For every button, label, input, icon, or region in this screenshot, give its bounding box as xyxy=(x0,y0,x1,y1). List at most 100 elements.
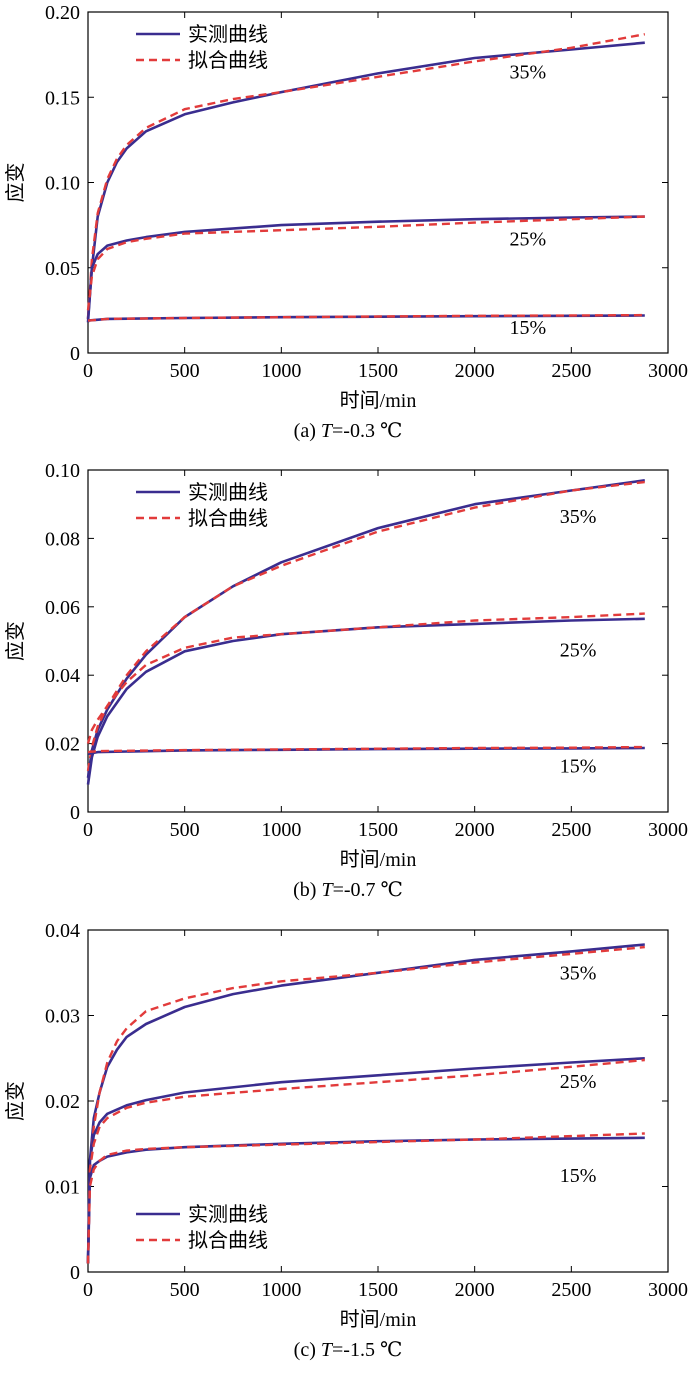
panel-a: 0 500 1000 1500 2000 2500 3000 0 0.05 0.10 0.15 0.2… xyxy=(4,2,688,442)
x-tick-label: 2500 xyxy=(551,819,591,841)
legend-measured-label: 实测曲线 xyxy=(188,1203,268,1226)
panel-caption: (b) T=-0.7 ℃ xyxy=(293,879,403,901)
series-label: 35% xyxy=(509,61,546,83)
y-tick-label: 0.01 xyxy=(45,1177,80,1199)
x-tick-label: 0 xyxy=(83,360,93,382)
caption-value: =-0.7 ℃ xyxy=(333,879,403,901)
series-25%: 25% xyxy=(86,1057,645,1264)
series-35%: 35% xyxy=(86,479,645,778)
x-axis-label: 时间/min xyxy=(340,389,417,412)
caption-variable: T xyxy=(321,1339,334,1361)
fitted-curve xyxy=(86,945,645,1264)
fitted-curve xyxy=(86,33,646,319)
x-tick-label: 2000 xyxy=(455,819,495,841)
series-label: 15% xyxy=(560,756,597,778)
y-axis-label: 应变 xyxy=(4,163,27,203)
x-axis-label: 时间/min xyxy=(340,1308,417,1331)
legend-measured-label: 实测曲线 xyxy=(188,23,268,46)
x-tick-label: 1000 xyxy=(261,360,301,382)
series-label: 15% xyxy=(509,317,546,339)
series-25%: 25% xyxy=(86,612,645,785)
x-tick-label: 0 xyxy=(83,1279,93,1301)
y-tick-label: 0 xyxy=(70,802,80,824)
series-15%: 15% xyxy=(87,313,645,339)
measured-curve xyxy=(86,41,645,319)
x-tick-label: 1000 xyxy=(261,819,301,841)
series-35%: 35% xyxy=(86,33,646,319)
y-tick-label: 0.10 xyxy=(45,460,80,482)
fitted-curve xyxy=(87,745,645,754)
series-15%: 15% xyxy=(86,1132,645,1264)
x-tick-label: 1500 xyxy=(358,1279,398,1301)
y-tick-label: 0.10 xyxy=(45,173,80,195)
y-tick-label: 0.02 xyxy=(45,1091,80,1113)
fitted-curve xyxy=(86,1132,645,1264)
caption-value: =-0.3 ℃ xyxy=(332,420,402,442)
series-15%: 15% xyxy=(87,745,645,778)
x-tick-label: 3000 xyxy=(648,1279,688,1301)
panel-c: 0 500 1000 1500 2000 2500 3000 0 0.01 0.02 0.03 0.0… xyxy=(4,920,688,1361)
y-tick-label: 0.05 xyxy=(45,258,80,280)
y-axis-label: 应变 xyxy=(4,621,27,661)
y-axis-label: 应变 xyxy=(4,1081,27,1121)
measured-curve xyxy=(86,215,645,323)
series-25%: 25% xyxy=(86,215,645,323)
fitted-curve xyxy=(87,313,645,322)
y-tick-label: 0 xyxy=(70,1262,80,1284)
caption-prefix: (a) xyxy=(294,420,321,442)
x-tick-label: 2000 xyxy=(455,1279,495,1301)
panel-caption: (c) T=-1.5 ℃ xyxy=(294,1339,403,1361)
fitted-curve xyxy=(86,612,645,744)
x-tick-label: 3000 xyxy=(648,360,688,382)
x-tick-label: 1000 xyxy=(261,1279,301,1301)
y-tick-label: 0.04 xyxy=(45,665,80,687)
y-tick-label: 0.15 xyxy=(45,87,80,109)
x-tick-label: 2000 xyxy=(455,360,495,382)
x-tick-label: 500 xyxy=(170,360,200,382)
legend-fitted-label: 拟合曲线 xyxy=(188,1229,268,1252)
y-tick-label: 0.02 xyxy=(45,734,80,756)
legend-fitted-label: 拟合曲线 xyxy=(188,507,268,530)
legend-measured-label: 实测曲线 xyxy=(188,481,268,504)
series-35%: 35% xyxy=(86,943,645,1264)
series-label: 25% xyxy=(509,229,546,251)
caption-prefix: (b) xyxy=(293,879,321,901)
x-tick-label: 0 xyxy=(83,819,93,841)
x-tick-label: 2500 xyxy=(551,1279,591,1301)
caption-value: =-1.5 ℃ xyxy=(332,1339,402,1361)
measured-curve xyxy=(86,617,645,785)
series-label: 35% xyxy=(560,506,597,528)
x-tick-label: 500 xyxy=(170,1279,200,1301)
panel-b: 0 500 1000 1500 2000 2500 3000 0 0.02 0.04 0.06 0.0… xyxy=(4,460,688,901)
caption-prefix: (c) xyxy=(294,1339,321,1361)
series-label: 25% xyxy=(560,639,597,661)
y-tick-label: 0.03 xyxy=(45,1006,80,1028)
x-tick-label: 1500 xyxy=(358,360,398,382)
series-label: 15% xyxy=(560,1165,597,1187)
x-tick-label: 3000 xyxy=(648,819,688,841)
panel-caption: (a) T=-0.3 ℃ xyxy=(294,420,403,442)
measured-curve xyxy=(86,1136,645,1264)
measured-curve xyxy=(86,1057,645,1264)
caption-variable: T xyxy=(321,420,334,442)
x-axis-label: 时间/min xyxy=(340,848,417,871)
measured-curve xyxy=(86,943,645,1264)
y-tick-label: 0 xyxy=(70,343,80,365)
fitted-curve xyxy=(86,480,645,772)
fitted-curve xyxy=(86,215,645,311)
caption-variable: T xyxy=(321,879,334,901)
x-tick-label: 2500 xyxy=(551,360,591,382)
x-tick-label: 500 xyxy=(170,819,200,841)
series-label: 35% xyxy=(560,963,597,985)
y-tick-label: 0.04 xyxy=(45,920,80,942)
fitted-curve xyxy=(86,1058,645,1264)
y-tick-label: 0.08 xyxy=(45,528,80,550)
legend-fitted-label: 拟合曲线 xyxy=(188,49,268,72)
plot-frame xyxy=(87,11,669,354)
series-label: 25% xyxy=(560,1071,597,1093)
y-tick-label: 0.06 xyxy=(45,597,80,619)
